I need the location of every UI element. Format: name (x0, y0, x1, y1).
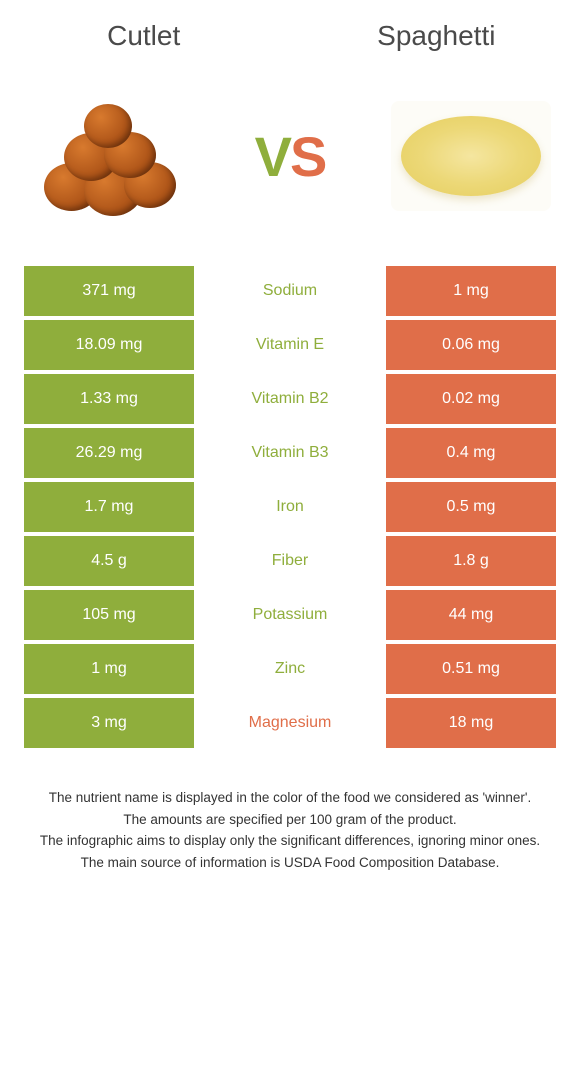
table-row: 26.29 mgVitamin B30.4 mg (24, 428, 556, 478)
value-right: 1 mg (386, 266, 556, 316)
nutrient-label: Vitamin E (194, 320, 386, 370)
value-left: 26.29 mg (24, 428, 194, 478)
nutrient-label: Iron (194, 482, 386, 532)
vs-label: VS (255, 124, 326, 189)
table-row: 1 mgZinc0.51 mg (24, 644, 556, 694)
value-right: 1.8 g (386, 536, 556, 586)
table-row: 371 mgSodium1 mg (24, 266, 556, 316)
footer-notes: The nutrient name is displayed in the co… (24, 788, 556, 872)
value-right: 0.5 mg (386, 482, 556, 532)
footer-line: The main source of information is USDA F… (34, 853, 546, 873)
value-left: 105 mg (24, 590, 194, 640)
value-right: 44 mg (386, 590, 556, 640)
table-row: 1.7 mgIron0.5 mg (24, 482, 556, 532)
nutrient-label: Fiber (194, 536, 386, 586)
value-right: 0.4 mg (386, 428, 556, 478)
value-left: 3 mg (24, 698, 194, 748)
vs-v: V (255, 124, 290, 189)
value-right: 18 mg (386, 698, 556, 748)
value-right: 0.02 mg (386, 374, 556, 424)
title-row: Cutlet Spaghetti (24, 20, 556, 52)
value-left: 1.33 mg (24, 374, 194, 424)
value-right: 0.06 mg (386, 320, 556, 370)
nutrient-label: Vitamin B2 (194, 374, 386, 424)
infographic-container: Cutlet Spaghetti VS 371 mgSodium1 mg18.0… (0, 0, 580, 872)
value-left: 18.09 mg (24, 320, 194, 370)
value-left: 1 mg (24, 644, 194, 694)
footer-line: The infographic aims to display only the… (34, 831, 546, 851)
value-right: 0.51 mg (386, 644, 556, 694)
table-row: 4.5 gFiber1.8 g (24, 536, 556, 586)
table-row: 105 mgPotassium44 mg (24, 590, 556, 640)
cutlet-image (24, 91, 194, 221)
table-row: 3 mgMagnesium18 mg (24, 698, 556, 748)
value-left: 4.5 g (24, 536, 194, 586)
nutrient-label: Potassium (194, 590, 386, 640)
spaghetti-image (386, 91, 556, 221)
nutrient-label: Vitamin B3 (194, 428, 386, 478)
table-row: 1.33 mgVitamin B20.02 mg (24, 374, 556, 424)
value-left: 1.7 mg (24, 482, 194, 532)
nutrient-label: Sodium (194, 266, 386, 316)
footer-line: The nutrient name is displayed in the co… (34, 788, 546, 808)
footer-line: The amounts are specified per 100 gram o… (34, 810, 546, 830)
hero-row: VS (24, 76, 556, 236)
value-left: 371 mg (24, 266, 194, 316)
table-row: 18.09 mgVitamin E0.06 mg (24, 320, 556, 370)
title-right: Spaghetti (317, 20, 556, 52)
nutrient-label: Magnesium (194, 698, 386, 748)
nutrient-label: Zinc (194, 644, 386, 694)
nutrient-table: 371 mgSodium1 mg18.09 mgVitamin E0.06 mg… (24, 266, 556, 748)
title-left: Cutlet (24, 20, 263, 52)
vs-s: S (290, 124, 325, 189)
